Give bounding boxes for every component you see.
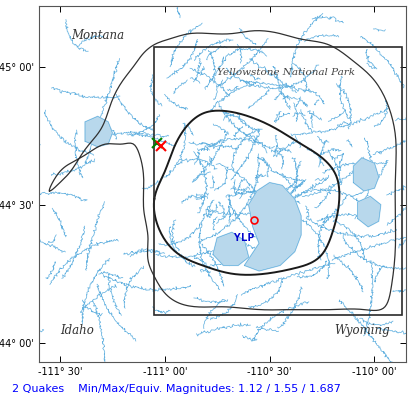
Polygon shape [357, 196, 380, 227]
Text: Montana: Montana [71, 29, 124, 42]
Bar [154, 47, 401, 315]
Text: 2 Quakes    Min/Max/Equiv. Magnitudes: 1.12 / 1.55 / 1.687: 2 Quakes Min/Max/Equiv. Magnitudes: 1.12… [12, 384, 340, 394]
Polygon shape [85, 116, 112, 147]
Polygon shape [212, 232, 248, 266]
Text: Wyoming: Wyoming [333, 324, 389, 338]
Polygon shape [244, 183, 300, 271]
Text: Idaho: Idaho [60, 324, 93, 338]
Text: YLP: YLP [234, 232, 254, 242]
Text: Yellowstone National Park: Yellowstone National Park [217, 68, 355, 77]
Polygon shape [353, 158, 378, 191]
